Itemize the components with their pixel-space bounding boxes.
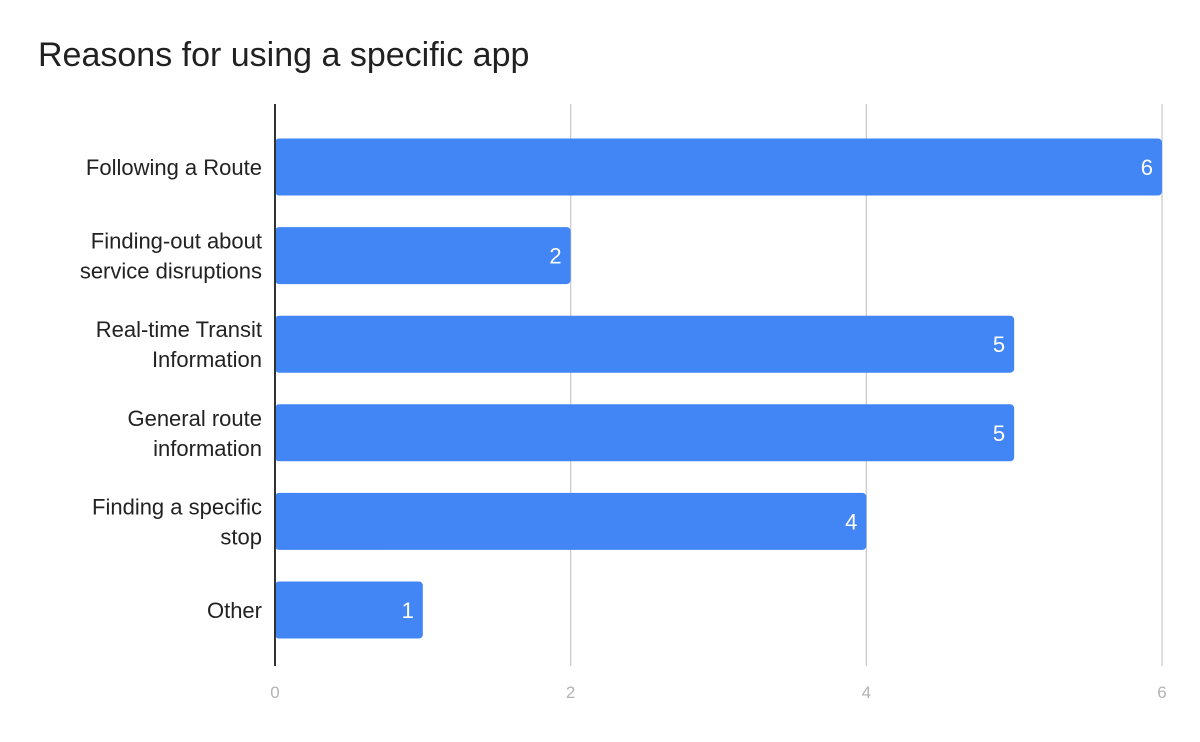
data-label: 1 bbox=[402, 598, 414, 623]
data-label: 6 bbox=[1141, 155, 1153, 180]
bar bbox=[275, 315, 1015, 373]
data-label: 5 bbox=[993, 332, 1005, 357]
bar bbox=[275, 581, 423, 639]
category-label: Following a Route bbox=[86, 155, 262, 180]
bar bbox=[275, 227, 571, 285]
x-tick-label: 0 bbox=[270, 683, 279, 702]
bar bbox=[275, 404, 1015, 462]
category-label: Finding-out about service disruptions bbox=[80, 229, 262, 284]
category-label: Finding a specific stop bbox=[92, 494, 262, 549]
category-label: Other bbox=[207, 598, 262, 623]
data-label: 5 bbox=[993, 421, 1005, 446]
data-label: 4 bbox=[845, 509, 857, 534]
x-tick-label: 6 bbox=[1157, 683, 1166, 702]
x-tick-label: 4 bbox=[862, 683, 871, 702]
chart-title: Reasons for using a specific app bbox=[38, 36, 530, 74]
category-label: General route information bbox=[127, 406, 262, 461]
category-label: Real-time Transit Information bbox=[96, 317, 262, 372]
bar bbox=[275, 138, 1162, 196]
data-label: 2 bbox=[549, 244, 561, 269]
x-tick-label: 2 bbox=[566, 683, 575, 702]
bar bbox=[275, 492, 867, 550]
